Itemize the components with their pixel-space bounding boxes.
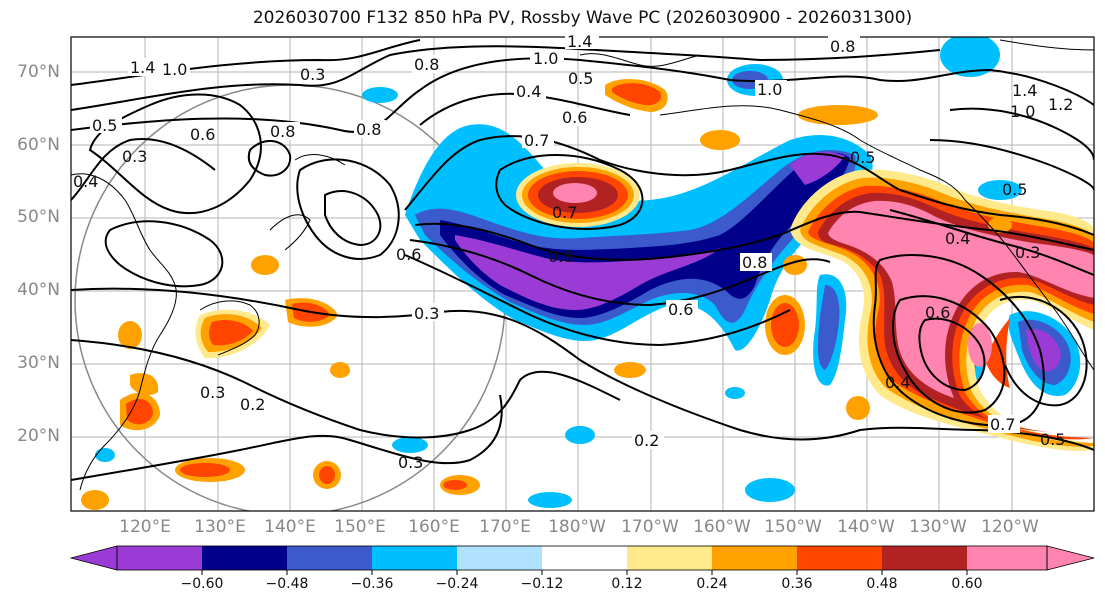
contour-label: 1.4 [130, 58, 155, 77]
lon-label-150w: 150°W [764, 517, 822, 537]
contour-label: 0.8 [742, 253, 767, 272]
contour-label: 0.3 [414, 304, 439, 323]
negative-anomaly-band [95, 37, 1081, 508]
contour-label: 0.5 [850, 148, 875, 167]
lat-label-70n: 70°N [17, 62, 60, 82]
lon-label-130w: 130°W [909, 517, 967, 537]
colorbar-tick-label: 0.12 [611, 576, 643, 592]
colorbar-segment [712, 546, 797, 570]
colorbar-segment [372, 546, 457, 570]
colorbar-segment [117, 546, 202, 570]
colorbar-tick-label: −0.48 [265, 576, 309, 592]
lat-label-30n: 30°N [17, 353, 60, 373]
contour-label: 0.8 [356, 120, 381, 139]
contour-label: 0.6 [396, 245, 421, 264]
coastlines [71, 39, 1094, 491]
contour-label: 0.6 [925, 303, 950, 322]
contour-label: 0.8 [414, 55, 439, 74]
lat-label-60n: 60°N [17, 135, 60, 155]
contour-label: 1.0 [533, 49, 558, 68]
lon-label-160e: 160°E [408, 517, 460, 537]
colorbar-segment [287, 546, 372, 570]
contour-label: 1.4 [567, 32, 592, 51]
contour-label: 0.3 [1015, 243, 1040, 262]
contour-label: 0.8 [270, 122, 295, 141]
colorbar-max-extend [1046, 545, 1095, 571]
contour-label: 0.5 [1040, 430, 1065, 449]
lon-label-160w: 160°W [693, 517, 751, 537]
colorbar-segment [457, 546, 542, 570]
lon-label-170e: 170°E [479, 517, 531, 537]
colorbar-min-extend [69, 545, 118, 571]
colorbar-segment [627, 546, 712, 570]
map-plot-area [71, 37, 1094, 511]
contour-label: 0.7 [990, 415, 1015, 434]
lon-label-140e: 140°E [264, 517, 316, 537]
contour-label: 0.6 [190, 125, 215, 144]
lon-label-180w: 180°W [548, 517, 606, 537]
contour-label: 1.0 [757, 80, 782, 99]
colorbar-tick-label: 0.36 [781, 576, 813, 592]
colorbar-tick-label: −0.36 [350, 576, 394, 592]
contour-label: 0.4 [885, 373, 910, 392]
lon-label-120w: 120°W [981, 517, 1039, 537]
colorbar-segment [882, 546, 967, 570]
lon-label-170w: 170°W [621, 517, 679, 537]
lon-label-150e: 150°E [334, 517, 386, 537]
lon-label-120e: 120°E [119, 517, 171, 537]
colorbar-segment [797, 546, 882, 570]
contour-label: 1.0 [1010, 102, 1035, 121]
contour-label: 1.0 [162, 60, 187, 79]
colorbar-tick-label: −0.60 [180, 576, 224, 592]
lat-label-20n: 20°N [17, 426, 60, 446]
contour-label: 0.3 [398, 453, 423, 472]
contour-label: 0.2 [240, 395, 265, 414]
colorbar-tick-label: 0.48 [866, 576, 898, 592]
contour-label: 0.7 [524, 131, 549, 150]
contour-label: 0.8 [548, 247, 573, 266]
contour-label: 0.4 [945, 229, 970, 248]
lon-label-140w: 140°W [837, 517, 895, 537]
colorbar-segment [542, 546, 627, 570]
lat-label-40n: 40°N [17, 280, 60, 300]
map-title: 2026030700 F132 850 hPa PV, Rossby Wave … [252, 8, 913, 28]
colorbar-segment [202, 546, 287, 570]
contour-label: 0.8 [830, 37, 855, 56]
contour-label: 0.4 [73, 172, 98, 191]
contour-label: 0.5 [92, 116, 117, 135]
colorbar [69, 545, 1095, 575]
contour-label: 0.2 [634, 431, 659, 450]
contour-label: 1.2 [1048, 95, 1073, 114]
contour-label: 0.7 [552, 203, 577, 222]
colorbar-tick-label: 0.60 [951, 576, 983, 592]
contour-label: 0.5 [568, 69, 593, 88]
lon-label-130e: 130°E [194, 517, 246, 537]
lat-label-50n: 50°N [17, 207, 60, 227]
contour-label: 0.3 [300, 65, 325, 84]
contour-label: 0.6 [562, 108, 587, 127]
colorbar-segment [967, 546, 1047, 570]
contour-label: 0.4 [516, 82, 541, 101]
colorbar-tick-label: −0.24 [435, 576, 479, 592]
contour-label: 0.6 [668, 300, 693, 319]
contour-label: 0.5 [1002, 180, 1027, 199]
colorbar-tick-label: 0.24 [696, 576, 728, 592]
contour-label: 0.3 [122, 147, 147, 166]
contour-label: 1.4 [1012, 81, 1037, 100]
pv-contours [71, 39, 1094, 481]
colorbar-tick-label: −0.12 [520, 576, 564, 592]
contour-labels: 1.4 1.0 0.5 0.8 1.4 1.0 0.8 0.4 0.6 0.7 … [73, 31, 1073, 472]
contour-label: 0.3 [200, 383, 225, 402]
